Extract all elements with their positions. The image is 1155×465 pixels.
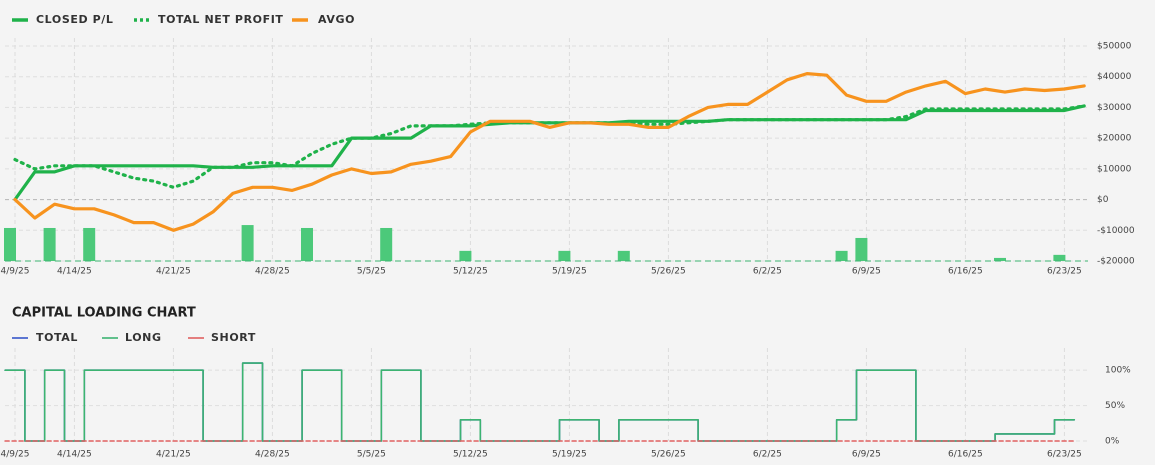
x-tick-label: 6/23/25	[1047, 267, 1082, 277]
x-tick-label: 6/16/25	[948, 450, 983, 460]
series-line	[13, 72, 1086, 232]
y-tick-label: $10000	[1097, 164, 1132, 174]
x-tick-label: 5/5/25	[357, 450, 386, 460]
bar	[43, 227, 56, 261]
x-tick-label: 4/9/25	[1, 267, 30, 277]
y-tick-label: $40000	[1097, 72, 1132, 82]
x-tick-label: 4/21/25	[156, 450, 191, 460]
x-tick-label: 5/19/25	[552, 267, 587, 277]
x-tick-label: 6/16/25	[948, 267, 983, 277]
x-tick-label: 4/21/25	[156, 267, 191, 277]
series-line	[13, 104, 1086, 189]
x-tick-label: 6/9/25	[852, 450, 881, 460]
bar	[241, 225, 254, 261]
y-tick-label: 100%	[1105, 366, 1131, 376]
x-tick-label: 5/26/25	[651, 267, 686, 277]
bar	[994, 257, 1006, 261]
bar	[83, 227, 96, 261]
legend-label: TOTAL NET PROFIT	[158, 13, 284, 26]
legend-label: SHORT	[211, 331, 256, 344]
x-tick-label: 4/14/25	[57, 267, 92, 277]
y-tick-label: $20000	[1097, 134, 1132, 144]
bar	[459, 250, 472, 261]
legend-label: AVGO	[318, 13, 355, 26]
y-tick-label: $0	[1097, 195, 1109, 205]
bar	[380, 227, 393, 261]
y-tick-label: 50%	[1105, 401, 1125, 411]
y-tick-label: $50000	[1097, 42, 1132, 52]
x-tick-label: 5/19/25	[552, 450, 587, 460]
bar	[617, 250, 630, 261]
x-tick-label: 6/2/25	[753, 267, 782, 277]
y-tick-label: -$10000	[1097, 226, 1135, 236]
x-tick-label: 5/12/25	[453, 450, 488, 460]
bar	[4, 227, 16, 261]
legend-label: LONG	[125, 331, 162, 344]
bar	[558, 250, 571, 261]
x-tick-label: 5/26/25	[651, 450, 686, 460]
bar	[301, 227, 313, 261]
y-tick-label: -$20000	[1097, 257, 1135, 267]
legend-label: TOTAL	[36, 331, 78, 344]
x-tick-label: 6/23/25	[1047, 450, 1082, 460]
series-line	[4, 362, 1076, 442]
bar	[835, 250, 848, 261]
x-tick-label: 4/14/25	[57, 450, 92, 460]
y-tick-label: $30000	[1097, 103, 1132, 113]
bar	[1053, 254, 1066, 261]
x-tick-label: 6/2/25	[753, 450, 782, 460]
x-tick-label: 6/9/25	[852, 267, 881, 277]
x-tick-label: 4/28/25	[255, 267, 290, 277]
x-tick-label: 5/12/25	[453, 267, 488, 277]
series-line	[13, 104, 1086, 202]
legend-label: CLOSED P/L	[36, 13, 114, 26]
x-tick-label: 4/9/25	[1, 450, 30, 460]
series-line	[4, 362, 1076, 442]
y-tick-label: 0%	[1105, 437, 1120, 447]
x-tick-label: 4/28/25	[255, 450, 290, 460]
x-tick-label: 5/5/25	[357, 267, 386, 277]
bar	[855, 237, 868, 261]
chart-title: CAPITAL LOADING CHART	[12, 306, 196, 321]
